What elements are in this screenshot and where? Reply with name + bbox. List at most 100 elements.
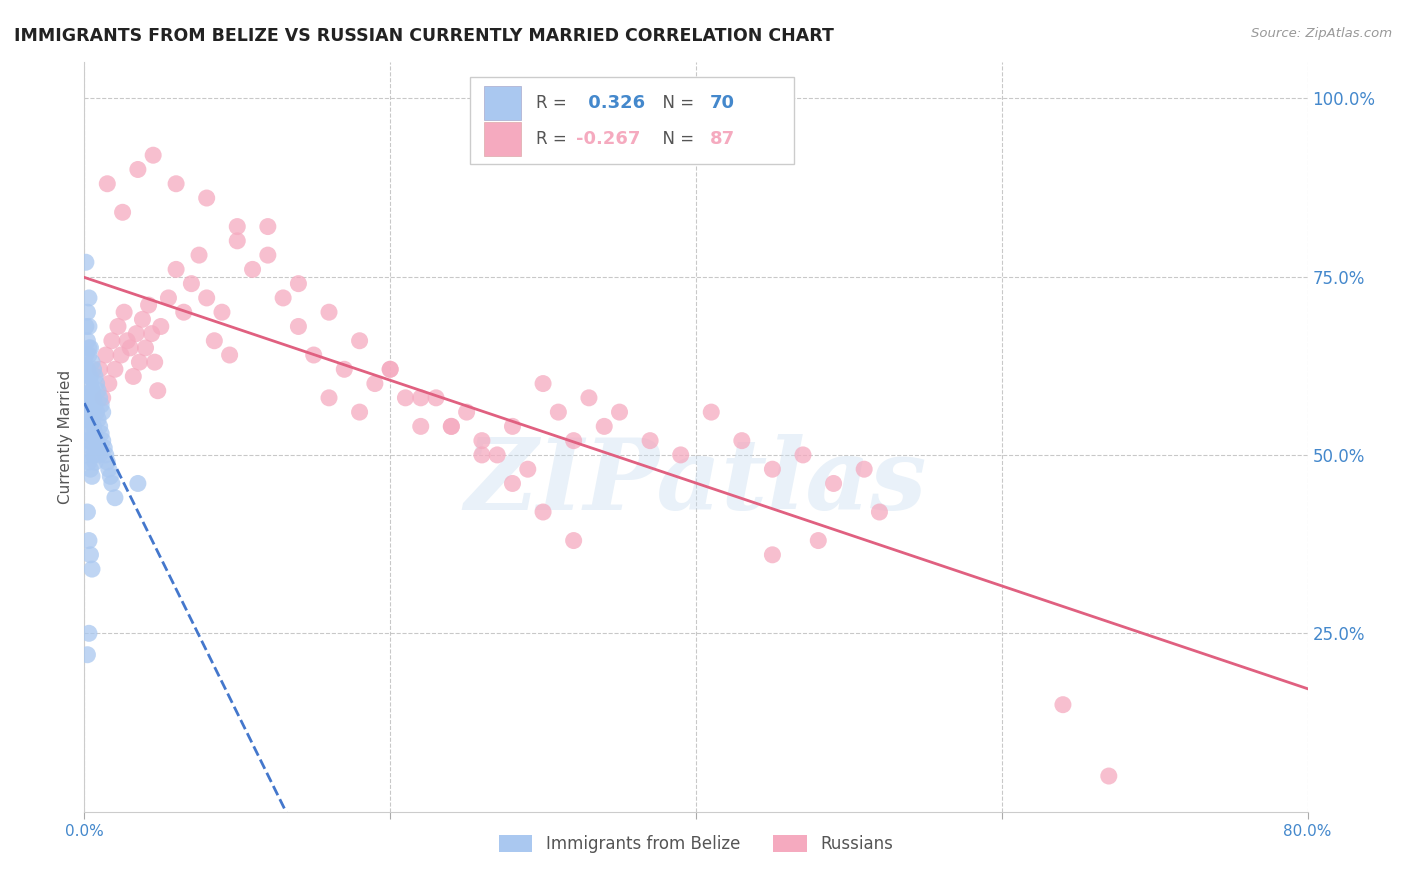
Point <box>77 626 100 640</box>
FancyBboxPatch shape <box>470 78 794 163</box>
Point <box>110 348 132 362</box>
Point <box>165 262 187 277</box>
Point <box>90 398 112 412</box>
Point <box>75 391 97 405</box>
Point <box>107 319 129 334</box>
Text: 70: 70 <box>710 95 734 112</box>
Point <box>87 441 110 455</box>
Point <box>333 362 356 376</box>
Point <box>79 369 101 384</box>
Point <box>98 469 121 483</box>
Point <box>76 412 98 426</box>
Text: -0.267: -0.267 <box>576 130 641 148</box>
Point <box>1052 698 1074 712</box>
Point <box>242 262 264 277</box>
Point <box>125 326 148 341</box>
Point <box>761 548 783 562</box>
Point <box>76 334 98 348</box>
Point <box>807 533 830 548</box>
Y-axis label: Currently Married: Currently Married <box>58 370 73 504</box>
Point <box>90 426 112 441</box>
Text: Source: ZipAtlas.com: Source: ZipAtlas.com <box>1251 27 1392 40</box>
Point <box>79 462 101 476</box>
Point <box>287 319 309 334</box>
Point <box>502 476 524 491</box>
Point <box>669 448 692 462</box>
Point <box>318 391 340 405</box>
Point <box>91 434 114 448</box>
Point <box>202 334 225 348</box>
Point <box>79 405 101 419</box>
Point <box>638 434 661 448</box>
Point <box>101 476 124 491</box>
Point <box>287 277 309 291</box>
Point <box>364 376 387 391</box>
Point <box>80 355 103 369</box>
Text: N =: N = <box>652 130 699 148</box>
Point <box>79 548 101 562</box>
Point <box>823 476 845 491</box>
Point <box>547 405 569 419</box>
Point <box>165 177 187 191</box>
Point <box>516 462 538 476</box>
Point <box>104 491 127 505</box>
Point <box>257 248 280 262</box>
Point <box>593 419 616 434</box>
Point <box>761 462 783 476</box>
Point <box>531 505 554 519</box>
Point <box>89 448 111 462</box>
Point <box>80 562 103 576</box>
Point <box>77 426 100 441</box>
Point <box>94 348 117 362</box>
Point <box>91 405 114 419</box>
Point <box>211 305 233 319</box>
Point <box>83 391 105 405</box>
Point <box>425 391 447 405</box>
Text: IMMIGRANTS FROM BELIZE VS RUSSIAN CURRENTLY MARRIED CORRELATION CHART: IMMIGRANTS FROM BELIZE VS RUSSIAN CURREN… <box>14 27 834 45</box>
Point <box>77 533 100 548</box>
Point <box>97 376 120 391</box>
Point <box>77 341 100 355</box>
Point <box>869 505 891 519</box>
Point <box>120 341 142 355</box>
Point <box>93 441 115 455</box>
Point <box>89 419 111 434</box>
Point <box>257 219 280 234</box>
Point <box>127 476 149 491</box>
Point <box>84 426 107 441</box>
Point <box>157 291 180 305</box>
Point <box>471 448 494 462</box>
Point <box>89 391 111 405</box>
Point <box>143 355 166 369</box>
Point <box>80 384 103 398</box>
Point <box>226 234 249 248</box>
Point <box>562 533 585 548</box>
Point <box>80 412 103 426</box>
Point <box>84 455 107 469</box>
Point <box>271 291 294 305</box>
Point <box>409 419 432 434</box>
Point <box>128 355 150 369</box>
Text: 0.326: 0.326 <box>582 95 645 112</box>
Text: R =: R = <box>536 130 572 148</box>
Point <box>218 348 240 362</box>
Point <box>91 391 114 405</box>
Point <box>318 305 340 319</box>
Point <box>86 376 108 391</box>
Point <box>111 205 134 219</box>
Point <box>77 319 100 334</box>
Point <box>440 419 463 434</box>
Point <box>394 391 416 405</box>
Point <box>440 419 463 434</box>
Point <box>77 348 100 362</box>
Point <box>80 469 103 483</box>
Point <box>86 405 108 419</box>
FancyBboxPatch shape <box>484 87 522 120</box>
Point <box>302 348 325 362</box>
Point <box>578 391 600 405</box>
Point <box>127 162 149 177</box>
Point <box>142 148 165 162</box>
Point <box>77 369 100 384</box>
Point <box>77 291 100 305</box>
Point <box>87 412 110 426</box>
